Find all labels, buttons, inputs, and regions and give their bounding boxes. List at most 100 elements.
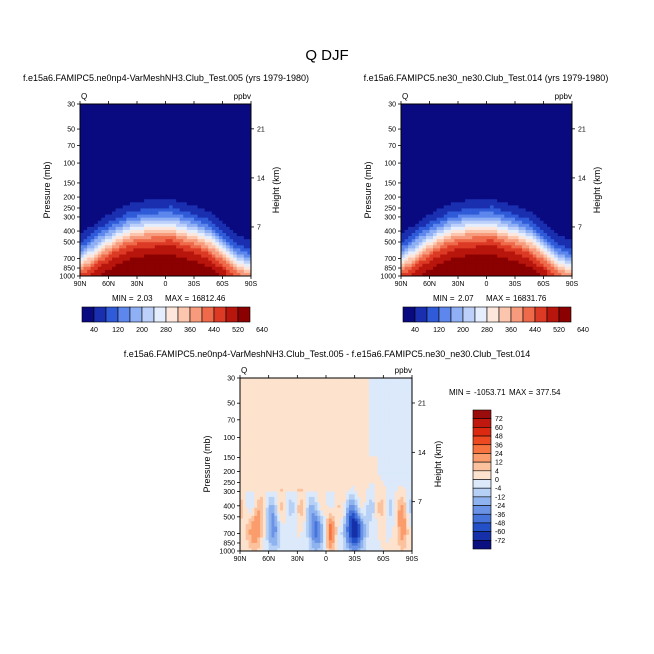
field-cell	[112, 183, 117, 188]
field-cell	[429, 165, 434, 170]
field-cell	[218, 208, 224, 213]
field-cell	[401, 171, 406, 176]
field-cell	[443, 162, 448, 167]
field-cell	[415, 199, 420, 203]
field-cell	[190, 186, 195, 191]
field-cell	[236, 168, 241, 173]
field-cell	[247, 233, 251, 237]
field-cell	[497, 272, 502, 276]
field-cell	[229, 180, 234, 185]
field-cell	[472, 156, 477, 160]
field-cell	[165, 199, 170, 203]
field-cell	[179, 153, 184, 157]
field-cell	[94, 177, 99, 182]
field-cell	[243, 131, 249, 136]
field-cell	[443, 214, 448, 219]
field-cell	[215, 137, 220, 142]
field-cell	[197, 223, 202, 228]
field-cell	[147, 107, 152, 111]
field-cell	[408, 214, 413, 219]
field-cell	[215, 263, 220, 268]
field-cell	[515, 269, 520, 274]
field-cell	[522, 162, 527, 167]
field-cell	[165, 217, 170, 222]
field-cell	[186, 205, 192, 210]
field-cell	[83, 156, 88, 160]
field-cell	[126, 162, 131, 167]
field-cell	[172, 257, 177, 262]
field-cell	[90, 193, 95, 197]
field-cell	[233, 211, 238, 216]
field-cell	[179, 248, 184, 253]
field-cell	[404, 104, 409, 108]
field-cell	[154, 147, 159, 151]
field-cell	[233, 128, 238, 133]
field-cell	[87, 257, 92, 262]
field-cell	[97, 177, 102, 182]
field-cell	[243, 122, 249, 127]
field-cell	[433, 119, 438, 124]
field-cell	[101, 180, 106, 185]
field-cell	[401, 208, 406, 213]
field-cell	[204, 229, 209, 234]
field-cell	[115, 162, 120, 167]
field-cell	[482, 110, 488, 114]
field-cell	[490, 113, 495, 117]
field-cell	[536, 223, 541, 228]
field-cell	[172, 260, 177, 265]
field-cell	[418, 254, 423, 259]
field-cell	[208, 199, 213, 203]
field-cell	[401, 223, 406, 228]
field-cell	[218, 113, 224, 117]
field-cell	[186, 140, 192, 145]
field-cell	[436, 229, 441, 234]
field-cell	[208, 257, 213, 262]
field-cell	[475, 147, 480, 151]
field-cell	[165, 242, 170, 246]
field-cell	[119, 122, 124, 127]
field-cell	[215, 199, 220, 203]
field-cell	[472, 202, 477, 206]
field-cell	[101, 217, 106, 222]
field-cell	[161, 242, 167, 246]
field-cell	[233, 156, 238, 160]
field-cell	[112, 248, 117, 253]
field-cell	[222, 196, 227, 200]
field-cell	[122, 248, 127, 253]
field-cell	[411, 113, 416, 117]
field-cell	[443, 137, 448, 142]
field-cell	[411, 208, 416, 213]
field-cell	[183, 226, 188, 231]
field-cell	[415, 226, 420, 231]
field-cell	[119, 131, 124, 136]
field-cell	[443, 208, 448, 213]
field-cell	[511, 110, 516, 114]
field-cell	[447, 272, 452, 276]
field-cell	[204, 143, 209, 148]
field-cell	[126, 205, 131, 210]
field-cell	[507, 266, 513, 271]
field-cell	[475, 245, 480, 249]
field-cell	[247, 131, 251, 136]
field-cell	[525, 174, 530, 179]
field-cell	[204, 211, 209, 216]
field-cell	[169, 242, 174, 246]
field-cell	[422, 233, 427, 237]
field-cell	[101, 214, 106, 219]
field-cell	[443, 134, 448, 139]
field-cell	[233, 248, 238, 253]
field-cell	[415, 186, 420, 191]
field-cell	[411, 150, 416, 154]
field-cell	[490, 223, 495, 228]
field-cell	[140, 229, 145, 234]
field-cell	[401, 263, 406, 268]
field-cell	[211, 236, 216, 240]
field-cell	[186, 134, 192, 139]
field-cell	[458, 180, 463, 185]
field-cell	[226, 180, 231, 185]
field-cell	[204, 156, 209, 160]
field-cell	[151, 147, 156, 151]
field-cell	[165, 134, 170, 139]
field-cell	[454, 236, 459, 240]
field-cell	[190, 125, 195, 130]
